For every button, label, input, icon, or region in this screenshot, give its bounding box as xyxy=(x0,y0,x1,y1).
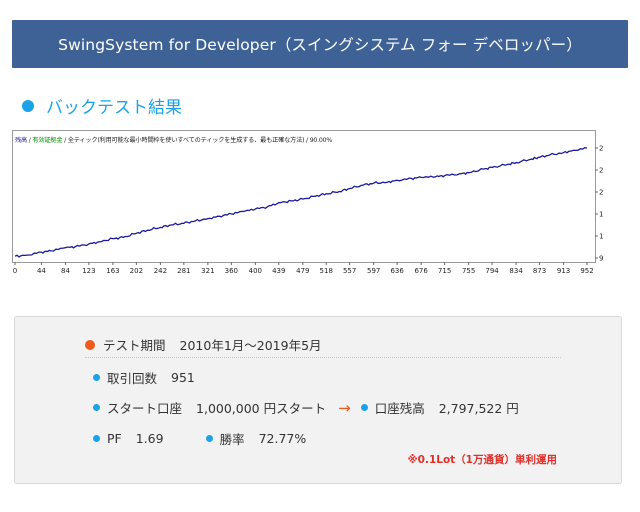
lot-note: ※0.1Lot（1万通貨）単利運用 xyxy=(407,454,557,466)
series-line-balance xyxy=(14,147,588,258)
period-value: 2010年1月～2019年5月 xyxy=(179,338,322,353)
legend-margin: 有効証拠金 xyxy=(32,137,63,144)
y-tick-label: 1657575 xyxy=(599,211,604,219)
blue-bullet-icon xyxy=(93,404,100,411)
dotted-divider xyxy=(85,357,561,358)
x-tick-label: 360 xyxy=(225,267,238,275)
legend-balance: 残高 xyxy=(15,137,27,144)
x-tick-label: 0 xyxy=(13,267,17,275)
x-tick-label: 873 xyxy=(533,267,546,275)
legend-model: 全ティック(利用可能な最小時間枠を使いすべてのティックを生成する、最も正確な方法… xyxy=(67,137,333,144)
y-tick-label: 910123 xyxy=(599,255,604,263)
plot-area xyxy=(12,130,596,263)
x-tick-label: 400 xyxy=(249,267,262,275)
chart-svg: 2778754 2405028 2031302 1657575 1283849 91012… xyxy=(12,130,604,275)
x-tick-label: 321 xyxy=(201,267,214,275)
pf-label: PF xyxy=(107,431,122,446)
x-tick-label: 84 xyxy=(61,267,70,275)
x-tick-label: 794 xyxy=(485,267,499,275)
x-tick-label: 123 xyxy=(82,267,95,275)
y-tick-label: 1283849 xyxy=(599,233,604,241)
x-tick-label: 242 xyxy=(154,267,167,275)
trades-value: 951 xyxy=(171,370,195,385)
x-tick-label: 715 xyxy=(438,267,451,275)
banner-title: SwingSystem for Developer（スイングシステム フォー デ… xyxy=(58,36,582,54)
x-tick-label: 676 xyxy=(414,267,428,275)
chart-header: 残高 / 有効証拠金 / 全ティック(利用可能な最小時間枠を使いすべてのティック… xyxy=(15,135,332,144)
period-row: テスト期間 2010年1月～2019年5月 xyxy=(85,335,322,354)
backtest-chart: 2778754 2405028 2031302 1657575 1283849 91012… xyxy=(12,130,604,280)
y-tick-label: 2405028 xyxy=(599,166,604,174)
legend-sep: / xyxy=(26,137,33,144)
x-tick-label: 952 xyxy=(580,267,593,275)
balance-value: 2,797,522 円 xyxy=(438,401,519,416)
blue-bullet-icon xyxy=(93,435,100,442)
winrate-value: 72.77% xyxy=(258,431,307,446)
start-value: 1,000,000 円スタート xyxy=(196,401,327,416)
arrow-right-icon: → xyxy=(338,398,351,417)
x-tick-label: 202 xyxy=(130,267,143,275)
balance-label: 口座残高 xyxy=(374,401,425,416)
x-tick-label: 439 xyxy=(272,267,285,275)
x-tick-label: 834 xyxy=(509,267,523,275)
x-tick-label: 597 xyxy=(367,267,380,275)
blue-bullet-icon xyxy=(205,435,213,442)
blue-bullet-icon xyxy=(360,404,368,411)
x-tick-label: 479 xyxy=(296,267,309,275)
trades-row: 取引回数 951 xyxy=(93,368,195,387)
orange-bullet-icon xyxy=(85,339,95,350)
x-tick-label: 44 xyxy=(37,267,46,275)
x-tick-label: 518 xyxy=(320,267,333,275)
x-tick-label: 281 xyxy=(177,267,190,275)
balance-row: スタート口座 1,000,000 円スタート → 口座残高 2,797,522 … xyxy=(93,398,519,417)
x-tick-label: 557 xyxy=(343,267,356,275)
pf-value: 1.69 xyxy=(135,431,164,446)
trades-label: 取引回数 xyxy=(107,371,158,386)
start-label: スタート口座 xyxy=(107,401,183,416)
bullet-dot-icon xyxy=(22,99,34,112)
winrate-label: 勝率 xyxy=(219,432,245,447)
page-banner: SwingSystem for Developer（スイングシステム フォー デ… xyxy=(12,20,628,68)
section-title: バックテスト結果 xyxy=(46,98,182,118)
y-tick-label: 2778754 xyxy=(599,145,604,153)
results-panel: テスト期間 2010年1月～2019年5月 取引回数 951 スタート口座 1,… xyxy=(14,316,622,484)
x-tick-label: 636 xyxy=(390,267,404,275)
section-heading: バックテスト結果 xyxy=(22,93,182,118)
period-label: テスト期間 xyxy=(103,338,166,353)
x-tick-label: 755 xyxy=(462,267,475,275)
blue-bullet-icon xyxy=(93,374,100,381)
legend-sep: / xyxy=(62,137,68,144)
pf-winrate-row: PF 1.69 勝率 72.77% xyxy=(93,429,306,448)
y-tick-label: 2031302 xyxy=(599,188,604,196)
x-tick-label: 913 xyxy=(557,267,570,275)
x-tick-label: 163 xyxy=(106,267,119,275)
